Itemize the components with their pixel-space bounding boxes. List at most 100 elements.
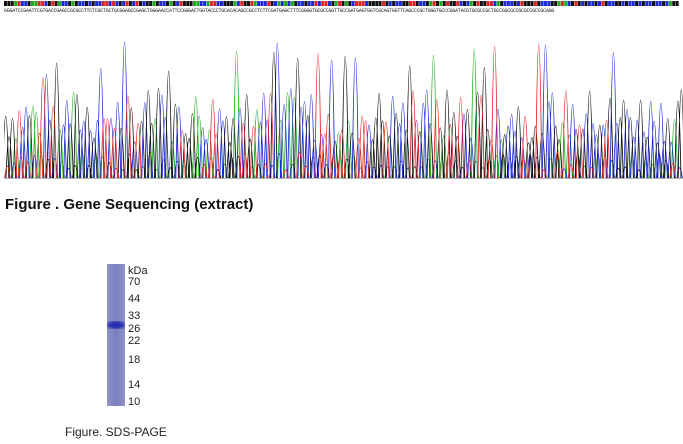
base-call-mark (560, 1, 564, 6)
base-call-mark (142, 1, 146, 6)
chromatogram-trace (4, 40, 683, 179)
base-call-mark (537, 1, 541, 6)
base-call-mark (128, 1, 132, 6)
base-call-mark (253, 1, 257, 6)
base-call-mark (64, 1, 68, 6)
base-call-mark (564, 1, 568, 6)
base-call-mark (662, 1, 666, 6)
base-call-mark (533, 1, 537, 6)
base-call-mark (20, 1, 24, 6)
base-call-mark (449, 1, 453, 6)
base-call-mark (223, 1, 227, 6)
base-call-mark (442, 1, 446, 6)
base-call-mark (584, 1, 588, 6)
base-call-mark (412, 1, 416, 6)
base-call-mark (358, 1, 362, 6)
base-call-mark (203, 1, 207, 6)
base-call-mark (317, 1, 321, 6)
base-call-mark (348, 1, 352, 6)
base-call-mark (500, 1, 504, 6)
trace-c (11, 40, 683, 179)
base-call-mark (503, 1, 507, 6)
base-call-mark (351, 1, 355, 6)
base-call-mark (209, 1, 213, 6)
base-call-mark (233, 1, 237, 6)
base-call-mark (368, 1, 372, 6)
base-call-mark (162, 1, 166, 6)
base-call-mark (382, 1, 385, 6)
base-call-mark (338, 1, 342, 6)
base-call-mark (375, 1, 379, 6)
base-call-mark (88, 1, 92, 6)
gene-sequencing-caption: Figure . Gene Sequencing (extract) (5, 196, 254, 213)
base-call-mark (108, 1, 112, 6)
base-call-mark (101, 1, 105, 6)
base-call-mark (47, 1, 51, 6)
base-call-mark (601, 1, 605, 6)
base-call-mark (550, 1, 554, 6)
base-call-mark (510, 1, 514, 6)
base-call-mark (331, 1, 335, 6)
marker-label: 14 (128, 379, 141, 391)
base-call-mark (361, 1, 365, 6)
base-call-mark (591, 1, 595, 6)
base-call-mark (112, 1, 115, 6)
base-call-mark (571, 1, 574, 6)
base-call-mark (439, 1, 443, 6)
base-call-mark (581, 1, 585, 6)
base-call-mark (321, 1, 325, 6)
trace-a (12, 49, 679, 179)
base-call-mark (199, 1, 203, 6)
base-call-mark (638, 1, 642, 6)
base-call-mark (155, 1, 159, 6)
base-call-mark (459, 1, 463, 6)
base-call-mark (469, 1, 473, 6)
kda-label: kDa (128, 265, 148, 277)
base-call-mark (523, 1, 527, 6)
base-call-mark (91, 1, 95, 6)
base-call-mark (415, 1, 419, 6)
base-call-mark (530, 1, 534, 6)
base-call-mark (149, 1, 153, 6)
base-call-mark (675, 1, 679, 6)
base-call-mark (513, 1, 517, 6)
base-call-mark (240, 1, 244, 6)
base-call-mark (4, 1, 7, 6)
base-call-mark (520, 1, 524, 6)
sds-page-caption: Figure. SDS-PAGE (65, 425, 167, 439)
base-call-mark (122, 1, 126, 6)
base-call-mark (446, 1, 450, 6)
protein-band (107, 321, 125, 329)
base-call-mark (85, 1, 88, 6)
base-call-mark (220, 1, 223, 6)
base-call-mark (577, 1, 581, 6)
base-call-mark (78, 1, 82, 6)
base-call-mark (145, 1, 149, 6)
base-call-mark (395, 1, 399, 6)
base-call-mark (594, 1, 598, 6)
base-call-mark (182, 1, 186, 6)
base-call-mark (429, 1, 433, 6)
base-call-mark (652, 1, 655, 6)
base-call-color-bar (4, 1, 679, 6)
base-call-mark (115, 1, 119, 6)
base-call-mark (463, 1, 466, 6)
base-call-mark (41, 1, 45, 6)
base-call-mark (341, 1, 345, 6)
base-call-mark (284, 1, 288, 6)
base-call-mark (172, 1, 176, 6)
base-call-mark (398, 1, 402, 6)
base-call-mark (385, 1, 389, 6)
base-call-mark (452, 1, 456, 6)
base-call-mark (31, 1, 34, 6)
marker-label: 22 (128, 335, 141, 347)
base-call-mark (604, 1, 608, 6)
base-call-mark (422, 1, 426, 6)
base-call-mark (213, 1, 217, 6)
base-call-mark (314, 1, 318, 6)
base-call-mark (37, 1, 41, 6)
base-call-mark (277, 1, 281, 6)
base-call-mark (68, 1, 72, 6)
base-call-mark (186, 1, 190, 6)
base-call-mark (132, 1, 136, 6)
